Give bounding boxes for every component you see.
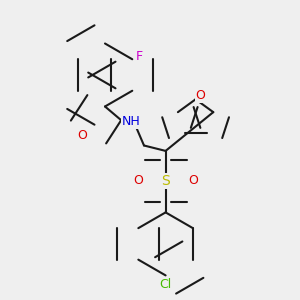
Text: F: F <box>136 50 143 63</box>
Text: O: O <box>188 174 198 188</box>
Text: O: O <box>195 89 205 102</box>
Text: Cl: Cl <box>160 278 172 292</box>
Text: O: O <box>133 174 143 188</box>
Text: NH: NH <box>122 115 140 128</box>
Text: O: O <box>77 129 87 142</box>
Text: S: S <box>161 174 170 188</box>
